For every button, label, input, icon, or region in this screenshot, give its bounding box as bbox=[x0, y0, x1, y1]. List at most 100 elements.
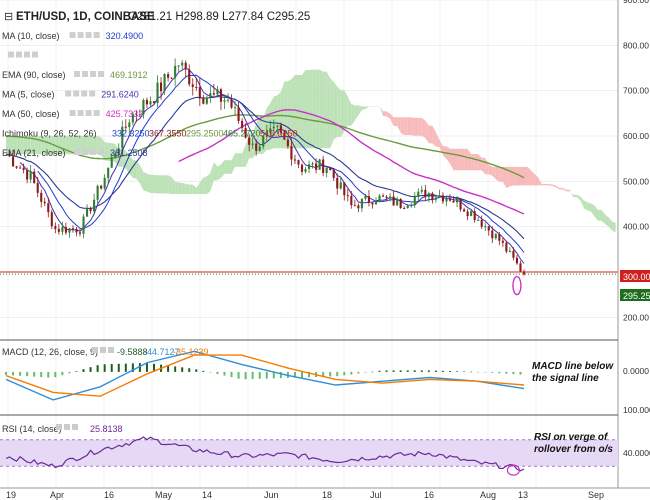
candle-down bbox=[346, 195, 349, 197]
candle-up bbox=[156, 82, 159, 104]
cloud-segment bbox=[139, 165, 144, 191]
candle-down bbox=[212, 93, 215, 95]
candle-down bbox=[33, 171, 36, 184]
indicator-legend-row[interactable]: MA (50, close) 425.7332 bbox=[2, 109, 143, 119]
candle-down bbox=[367, 196, 371, 203]
candle-up bbox=[226, 99, 230, 101]
indicator-control-icon bbox=[77, 32, 84, 38]
cloud-segment bbox=[612, 221, 616, 233]
candle-down bbox=[286, 139, 289, 147]
cloud-segment bbox=[337, 86, 341, 137]
cloud-segment bbox=[164, 175, 169, 194]
candle-up bbox=[117, 148, 120, 155]
candle-up bbox=[121, 126, 124, 149]
indicator-label: EMA (90, close) bbox=[2, 70, 66, 80]
cloud-segment bbox=[432, 125, 436, 147]
macd-histogram-bar bbox=[89, 367, 92, 372]
price-pane[interactable] bbox=[0, 58, 618, 296]
indicator-legend-row[interactable]: Ichimoku (9, 26, 52, 26) bbox=[2, 129, 97, 139]
candle-down bbox=[191, 84, 194, 88]
indicator-control-icon bbox=[77, 110, 84, 116]
indicator-legend-row[interactable]: MA (10, close) 320.4900 bbox=[2, 31, 143, 41]
indicator-value: 320.4900 bbox=[106, 31, 144, 41]
candle-down bbox=[300, 164, 304, 172]
candle-up bbox=[110, 157, 113, 168]
cloud-segment bbox=[146, 173, 151, 194]
candle-up bbox=[413, 197, 416, 206]
rsi-band bbox=[0, 439, 618, 467]
indicator-legend-row[interactable] bbox=[8, 51, 38, 58]
cloud-segment bbox=[182, 182, 186, 195]
macd-histogram-bar bbox=[357, 371, 360, 374]
candle-up bbox=[233, 107, 237, 109]
candle-up bbox=[325, 167, 328, 173]
candle-down bbox=[336, 177, 339, 189]
cloud-segment bbox=[224, 160, 228, 174]
cloud-segment bbox=[136, 160, 140, 184]
candle-up bbox=[114, 154, 117, 158]
cloud-segment bbox=[566, 189, 570, 192]
macd-histogram-bar bbox=[265, 371, 268, 379]
candle-down bbox=[50, 212, 53, 227]
macd-pane[interactable] bbox=[5, 350, 525, 401]
candle-up bbox=[262, 136, 265, 147]
indicator-legend-row[interactable]: MA (5, close) 291.6240 bbox=[2, 90, 139, 100]
macd-histogram-bar bbox=[505, 371, 508, 374]
cloud-segment bbox=[457, 148, 461, 171]
cloud-segment bbox=[464, 148, 468, 171]
cloud-segment bbox=[358, 105, 362, 116]
candle-down bbox=[89, 208, 92, 212]
candle-up bbox=[61, 227, 64, 232]
cloud-segment bbox=[608, 217, 613, 231]
date-axis-tick: 16 bbox=[424, 490, 434, 500]
date-axis-tick: Apr bbox=[50, 490, 64, 500]
macd-histogram-bar bbox=[329, 371, 332, 377]
macd-histogram-bar bbox=[491, 371, 494, 373]
candle-down bbox=[43, 201, 46, 204]
price-axis-tick: 400.00 bbox=[623, 222, 649, 232]
candle-up bbox=[138, 114, 141, 116]
rsi-pane[interactable] bbox=[0, 436, 618, 476]
cloud-segment bbox=[538, 177, 542, 186]
candle-down bbox=[322, 159, 325, 173]
macd-histogram-bar bbox=[279, 371, 282, 379]
candlesticks bbox=[8, 58, 526, 276]
cloud-segment bbox=[418, 117, 422, 136]
candle-down bbox=[248, 137, 251, 145]
indicator-control-icon bbox=[82, 71, 88, 77]
cloud-segment bbox=[34, 136, 38, 155]
candle-up bbox=[470, 211, 473, 217]
candle-up bbox=[107, 167, 110, 178]
candle-down bbox=[170, 77, 173, 79]
rsi-value: 25.8138 bbox=[90, 424, 123, 434]
cloud-segment bbox=[6, 136, 10, 155]
cloud-segment bbox=[524, 166, 528, 186]
macd-histogram-bar bbox=[40, 371, 43, 378]
indicator-control-icon bbox=[98, 71, 104, 77]
candle-down bbox=[519, 263, 522, 272]
macd-histogram-bar bbox=[308, 371, 311, 378]
indicator-control-icon bbox=[82, 149, 88, 155]
cloud-segment bbox=[605, 214, 609, 227]
cloud-segment bbox=[545, 183, 549, 186]
candle-up bbox=[85, 208, 89, 217]
macd-histogram-bar bbox=[96, 365, 99, 372]
indicator-legend-row[interactable]: EMA (90, close) 469.1912 bbox=[2, 70, 148, 80]
candle-down bbox=[424, 189, 427, 198]
macd-histogram-bar bbox=[167, 365, 170, 372]
macd-axis-tick-0: 0.0000 bbox=[623, 366, 649, 376]
indicator-legend-row[interactable]: EMA (21, close) 381.2508 bbox=[2, 148, 148, 158]
macd-histogram bbox=[5, 362, 522, 380]
macd-histogram-bar bbox=[181, 367, 184, 372]
rsi-axis-tick-0: 40.0000 bbox=[623, 448, 650, 458]
cloud-segment bbox=[495, 166, 500, 182]
cloud-segment bbox=[397, 117, 401, 133]
candle-down bbox=[22, 167, 25, 171]
macd-line bbox=[5, 350, 525, 401]
cloud-segment bbox=[509, 166, 514, 187]
cloud-segment bbox=[44, 136, 49, 155]
candle-up bbox=[420, 189, 423, 192]
candle-down bbox=[237, 107, 240, 121]
indicator-control-icon bbox=[85, 32, 92, 38]
